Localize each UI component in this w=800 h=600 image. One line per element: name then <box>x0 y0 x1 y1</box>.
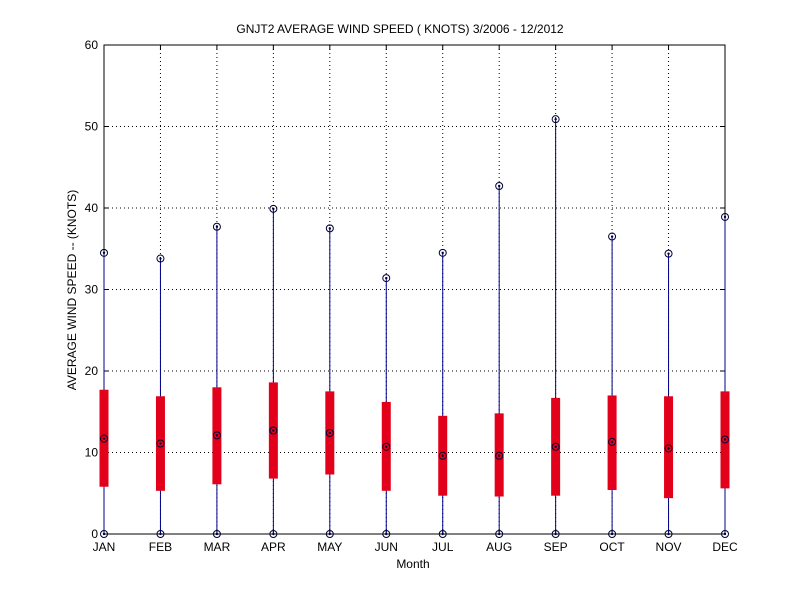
median-marker <box>382 442 391 451</box>
min-marker-dot <box>497 532 501 536</box>
min-marker <box>664 530 673 538</box>
max-marker <box>100 248 108 257</box>
max-marker-dot <box>215 225 219 228</box>
max-marker <box>664 249 673 258</box>
median-marker <box>721 435 729 444</box>
median-marker-dot <box>159 442 162 445</box>
y-tick-label: 10 <box>85 446 99 460</box>
median-marker <box>438 451 447 460</box>
max-marker-dot <box>441 251 444 255</box>
median-marker <box>664 444 673 453</box>
min-marker <box>551 530 560 538</box>
median-marker-dot <box>497 454 501 457</box>
max-marker <box>495 181 504 190</box>
max-marker-dot <box>723 215 727 219</box>
y-tick-label: 20 <box>85 364 99 378</box>
y-tick-label: 30 <box>85 283 99 297</box>
median-marker-dot <box>554 445 557 448</box>
x-tick-label: JAN <box>93 540 116 554</box>
min-marker-dot <box>272 532 275 536</box>
max-marker-dot <box>102 251 106 255</box>
max-marker-dot <box>159 257 162 260</box>
x-tick-label: OCT <box>599 540 625 554</box>
min-marker-dot <box>667 532 670 536</box>
median-marker <box>156 439 165 448</box>
min-marker-dot <box>441 532 444 536</box>
max-marker-dot <box>497 184 501 188</box>
median-marker <box>269 426 278 435</box>
x-axis-label: Month <box>396 557 430 571</box>
max-marker <box>325 224 334 233</box>
max-marker-dot <box>610 235 614 238</box>
x-tick-label: MAR <box>204 540 231 554</box>
max-marker <box>551 115 560 124</box>
min-marker-dot <box>723 532 727 536</box>
min-marker <box>721 530 729 538</box>
chart-title: GNJT2 AVERAGE WIND SPEED ( KNOTS) 3/2006… <box>236 22 564 36</box>
median-marker <box>212 431 221 440</box>
median-marker <box>495 451 504 460</box>
median-marker-dot <box>272 429 275 432</box>
median-marker-dot <box>723 438 727 441</box>
median-marker-dot <box>385 445 388 448</box>
median-marker-dot <box>667 447 670 450</box>
max-marker <box>382 274 391 283</box>
max-marker-dot <box>385 276 388 280</box>
x-tick-label: FEB <box>149 540 172 554</box>
min-marker-dot <box>159 532 162 536</box>
median-marker-dot <box>441 454 444 457</box>
max-marker-dot <box>272 207 275 211</box>
x-tick-label: NOV <box>656 540 682 554</box>
min-marker-dot <box>554 532 557 536</box>
x-tick-label: DEC <box>712 540 738 554</box>
max-marker-dot <box>554 117 557 121</box>
min-marker <box>100 530 108 538</box>
iqr-box <box>664 396 674 499</box>
min-marker <box>156 530 165 538</box>
x-tick-label: JUN <box>375 540 398 554</box>
median-marker-dot <box>215 434 219 437</box>
y-tick-label: 0 <box>91 527 98 541</box>
median-marker-dot <box>610 440 614 444</box>
min-marker <box>495 530 504 538</box>
median-marker-dot <box>328 431 332 435</box>
x-tick-label: APR <box>261 540 286 554</box>
max-marker <box>269 204 278 213</box>
y-axis-label: AVERAGE WIND SPEED -- (KNOTS) <box>65 189 79 391</box>
median-marker <box>551 442 560 451</box>
min-marker-dot <box>385 532 388 536</box>
median-marker <box>608 437 617 446</box>
max-marker <box>156 254 165 263</box>
x-tick-label: MAY <box>317 540 342 554</box>
y-tick-label: 60 <box>85 38 99 52</box>
y-tick-label: 40 <box>85 201 99 215</box>
min-marker-dot <box>215 532 219 536</box>
x-tick-label: SEP <box>544 540 568 554</box>
min-marker-dot <box>328 532 332 536</box>
median-marker-dot <box>102 437 106 440</box>
min-marker <box>382 530 391 538</box>
min-marker <box>269 530 278 538</box>
max-marker-dot <box>328 227 332 230</box>
y-tick-label: 50 <box>85 120 99 134</box>
x-tick-label: AUG <box>486 540 512 554</box>
min-marker <box>325 530 334 538</box>
max-marker <box>438 248 447 257</box>
min-marker <box>438 530 447 538</box>
plot-frame <box>103 44 726 535</box>
min-marker <box>608 530 617 538</box>
median-marker <box>325 428 334 437</box>
x-tick-label: JUL <box>432 540 454 554</box>
max-marker <box>721 212 729 221</box>
min-marker <box>212 530 221 538</box>
min-marker-dot <box>610 532 614 536</box>
median-marker <box>100 434 108 443</box>
max-marker-dot <box>667 252 670 255</box>
min-marker-dot <box>102 532 106 536</box>
max-marker <box>608 232 617 241</box>
max-marker <box>212 222 221 231</box>
